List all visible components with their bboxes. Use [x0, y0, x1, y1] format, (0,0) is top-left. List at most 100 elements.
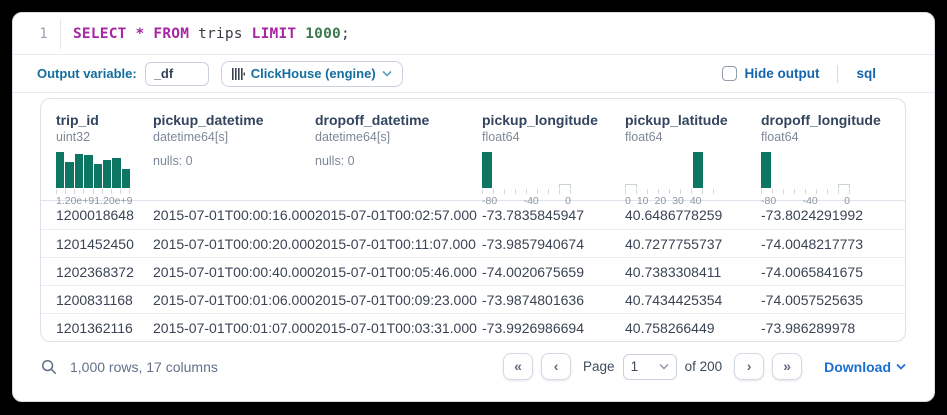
- hide-output-toggle[interactable]: Hide output: [721, 66, 820, 81]
- histogram-tick: [783, 189, 784, 194]
- column-type: datetime64[s]: [315, 130, 391, 144]
- column-header-pickup_longitude: pickup_longitude float64 -80 -40 0: [482, 99, 625, 207]
- table-cell: -74.0048217773: [761, 235, 863, 252]
- table-cell: 2015-07-01T00:00:16.000: [153, 207, 315, 223]
- column-nulls: nulls: 0: [315, 154, 355, 168]
- histogram-bar: [761, 152, 771, 188]
- table-row[interactable]: 1201452450 2015-07-01T00:00:20.000 2015-07…: [41, 229, 905, 257]
- histogram-bar: [102, 160, 112, 188]
- histogram-tick: [110, 189, 112, 194]
- next-page-button[interactable]: ›: [734, 353, 765, 380]
- column-histogram: 0 10 20 30 40: [625, 152, 714, 207]
- axis-label: 30: [672, 195, 684, 207]
- page-total-label: of 200: [684, 359, 723, 374]
- clickhouse-logo-icon: [231, 67, 245, 80]
- axis-label: -40: [802, 195, 818, 207]
- table-cell: 40.7383308411: [625, 263, 722, 280]
- code-token: LIMIT: [251, 25, 297, 42]
- column-name[interactable]: pickup_latitude: [625, 112, 728, 128]
- table-cell: 40.7434425354: [625, 291, 723, 308]
- table-cell: -74.0020675659: [482, 263, 584, 280]
- code-token: trips: [189, 25, 252, 42]
- column-histogram: -80 -40 0: [761, 152, 850, 207]
- table-cell: 2015-07-01T00:09:23.000: [315, 291, 477, 308]
- page-select[interactable]: 1: [622, 353, 677, 380]
- output-variable-input[interactable]: [144, 61, 209, 86]
- column-header-dropoff_longitude: dropoff_longitude float64 -80 -40 0: [761, 99, 905, 207]
- table-cell: 40.7277755737: [625, 235, 723, 252]
- engine-dropdown-label: ClickHouse (engine): [250, 66, 376, 81]
- histogram-tick: [129, 189, 130, 194]
- code-token: [296, 26, 305, 42]
- column-name[interactable]: pickup_datetime: [153, 112, 264, 128]
- histogram-tick: [493, 189, 494, 194]
- table-body: 1200018648 2015-07-01T00:00:16.000 2015-07…: [41, 201, 905, 341]
- cell-toolbar: Output variable: ClickHouse (engine) Hid…: [13, 55, 934, 93]
- column-type: datetime64[s]: [153, 130, 229, 144]
- axis-label: 0: [625, 195, 631, 207]
- pagination-controls: « ‹ Page 1 of 200 › » Download: [503, 353, 906, 380]
- table-cell: 2015-07-01T00:02:57.000: [315, 207, 477, 223]
- first-page-button[interactable]: «: [503, 353, 534, 380]
- table-row[interactable]: 1201362116 2015-07-01T00:01:07.000 2015-07…: [41, 313, 905, 341]
- table-row[interactable]: 1202368372 2015-07-01T00:00:40.000 2015-07…: [41, 257, 905, 285]
- chevron-down-icon: [659, 363, 669, 370]
- histogram-tick: [83, 189, 85, 194]
- column-header-dropoff_datetime: dropoff_datetime datetime64[s] nulls: 0: [315, 99, 482, 207]
- table-cell: 2015-07-01T00:03:31.000: [315, 319, 477, 336]
- histogram-bar: [56, 152, 65, 188]
- search-icon[interactable]: [41, 359, 57, 375]
- column-name[interactable]: dropoff_longitude: [761, 112, 881, 128]
- code-token: SELECT: [73, 25, 127, 42]
- column-name[interactable]: dropoff_datetime: [315, 112, 430, 128]
- line-number: 1: [27, 18, 61, 49]
- table-cell: 2015-07-01T00:11:07.000: [315, 235, 476, 252]
- download-menu[interactable]: Download: [824, 359, 906, 375]
- column-header-trip_id: trip_id uint32 1.20e+9 1.20e+9: [56, 99, 153, 207]
- toolbar-divider: [837, 64, 839, 83]
- histogram-tick: [827, 189, 828, 194]
- histogram-bar: [559, 184, 571, 188]
- column-name[interactable]: trip_id: [56, 112, 99, 128]
- table-row[interactable]: 1200831168 2015-07-01T00:01:06.000 2015-07…: [41, 285, 905, 313]
- engine-dropdown[interactable]: ClickHouse (engine): [220, 60, 403, 87]
- column-name[interactable]: pickup_longitude: [482, 112, 598, 128]
- table-cell: 1201362116: [56, 319, 133, 336]
- histogram-tick: [702, 189, 703, 194]
- histogram-bars: [761, 152, 850, 188]
- table-cell: 40.6486778259: [625, 207, 723, 223]
- table-cell: -74.0065841675: [761, 263, 863, 280]
- histogram-tick: [838, 189, 839, 194]
- prev-page-button[interactable]: ‹: [541, 353, 572, 380]
- results-table: trip_id uint32 1.20e+9 1.20e+9 pickup_dateti…: [40, 98, 906, 342]
- language-badge[interactable]: sql: [856, 66, 876, 81]
- column-histogram: 1.20e+9 1.20e+9: [56, 152, 133, 207]
- hide-output-checkbox[interactable]: [721, 66, 737, 81]
- chevron-down-icon: [896, 363, 906, 370]
- histogram-tick: [658, 189, 659, 194]
- histogram-axis: 0 10 20 30 40: [625, 195, 702, 207]
- code-editor[interactable]: 1 SELECT * FROM trips LIMIT 1000;: [13, 13, 934, 55]
- histogram-tick: [647, 189, 648, 194]
- column-header-pickup_latitude: pickup_latitude float64 0 10 20 30 40: [625, 99, 761, 207]
- histogram-axis: -80 -40 0: [482, 195, 571, 207]
- axis-label: 20: [654, 195, 667, 207]
- axis-label: -80: [482, 195, 498, 207]
- table-row[interactable]: 1200018648 2015-07-01T00:00:16.000 2015-07…: [41, 201, 905, 229]
- histogram-tick: [537, 189, 538, 194]
- table-cell: -73.9857940674: [482, 235, 584, 252]
- table-cell: -73.9926986694: [482, 319, 584, 336]
- histogram-bar: [693, 152, 703, 188]
- histogram-bar: [93, 164, 102, 188]
- histogram-tick: [805, 189, 806, 194]
- histogram-tick: [482, 189, 483, 194]
- table-cell: -73.986289978: [761, 319, 856, 336]
- column-type: float64: [625, 130, 663, 144]
- sql-code[interactable]: SELECT * FROM trips LIMIT 1000;: [61, 26, 350, 42]
- table-cell: -74.0057525635: [761, 291, 863, 308]
- histogram-tick: [680, 189, 681, 194]
- histogram-tick: [56, 189, 57, 194]
- axis-label: 1.20e+9: [94, 195, 133, 207]
- hide-output-label: Hide output: [744, 66, 820, 81]
- last-page-button[interactable]: »: [772, 353, 803, 380]
